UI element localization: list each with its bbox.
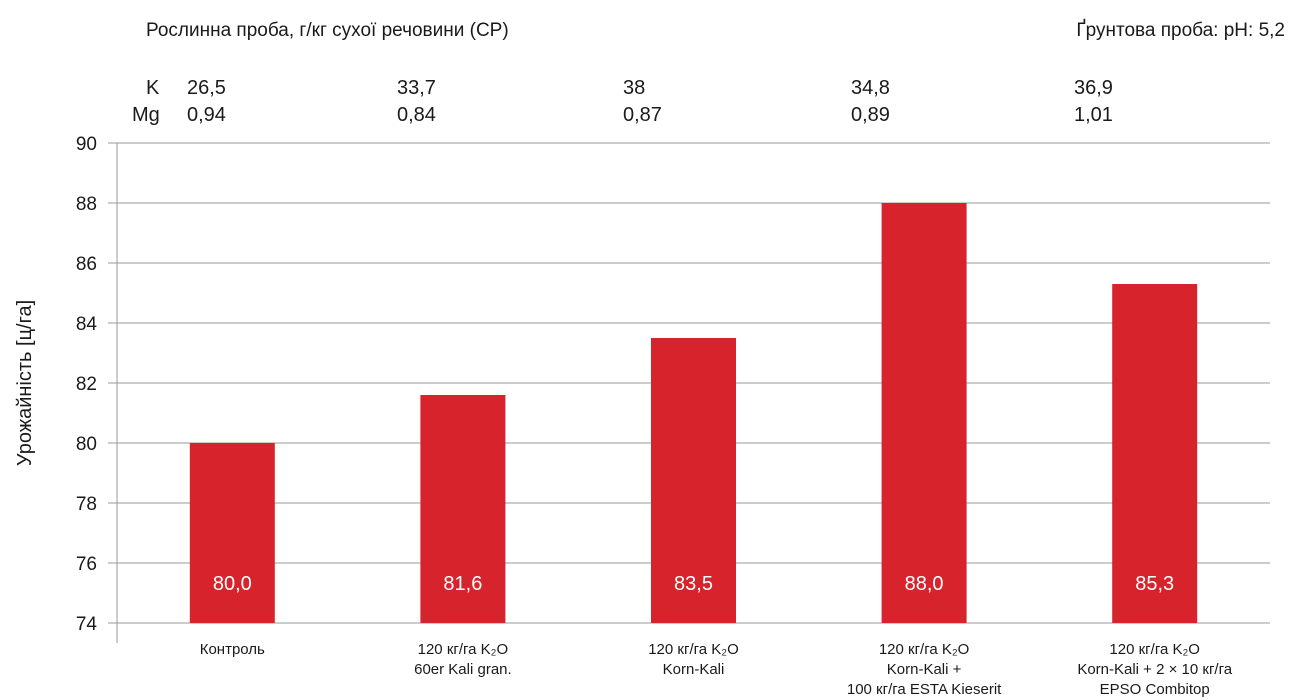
y-axis-label: Урожайність [ц/га] [14, 300, 36, 466]
category-label: 120 кг/га K₂O [1109, 641, 1200, 658]
y-tick-label: 84 [76, 314, 98, 335]
soil-sample-title: Ґрунтова проба: pH: 5,2 [1076, 19, 1285, 41]
bar [881, 203, 967, 623]
mg-value: 0,89 [851, 104, 890, 126]
k-value: 26,5 [187, 77, 226, 99]
y-tick-label: 78 [76, 494, 97, 515]
data-label: 83,5 [674, 573, 713, 595]
category-label: 60er Kali gran. [414, 661, 512, 678]
bar [189, 443, 275, 623]
category-label: EPSO Combitop [1100, 681, 1210, 698]
category-label: 120 кг/га K₂O [879, 641, 970, 658]
data-label: 80,0 [213, 573, 252, 595]
k-value: 33,7 [397, 77, 436, 99]
category-label: Контроль [200, 641, 265, 658]
y-tick-label: 80 [76, 434, 97, 455]
bar [1112, 284, 1198, 623]
k-value: 36,9 [1074, 77, 1113, 99]
data-label: 88,0 [905, 573, 944, 595]
mg-value: 0,87 [623, 104, 662, 126]
category-label: 120 кг/га K₂O [648, 641, 739, 658]
bars [189, 203, 1198, 623]
y-tick-label: 86 [76, 254, 97, 275]
nutrient-table: 26,5 33,7 38 34,8 36,9 0,94 0,84 0,87 0,89 1,01 [187, 77, 1113, 126]
data-label: 81,6 [443, 573, 482, 595]
bar [651, 338, 736, 623]
y-tick-label: 76 [76, 554, 97, 575]
mg-value: 0,84 [397, 104, 436, 126]
mg-row-label: Mg [132, 104, 160, 126]
y-tick-label: 88 [76, 194, 97, 215]
mg-value: 1,01 [1074, 104, 1113, 126]
category-label: Korn-Kali [663, 661, 725, 678]
k-row-label: K [146, 77, 160, 99]
category-label: 120 кг/га K₂O [418, 641, 509, 658]
data-labels: 80,0 81,6 83,5 88,0 85,3 [213, 573, 1174, 595]
plant-sample-title: Рослинна проба, г/кг сухої речовини (СР) [146, 20, 509, 41]
k-value: 38 [623, 77, 645, 99]
category-labels: Контроль 120 кг/га K₂O 60er Kali gran. 120 … [200, 641, 1233, 698]
bar [420, 395, 506, 623]
mg-value: 0,94 [187, 104, 226, 126]
category-label: Korn-Kali + [887, 661, 962, 678]
data-label: 85,3 [1135, 573, 1174, 595]
y-tick-label: 82 [76, 374, 97, 395]
category-label: 100 кг/га ESTA Kieserit [847, 681, 1002, 698]
y-tick-label: 90 [76, 134, 97, 155]
category-label: Korn-Kali + 2 × 10 кг/га [1077, 661, 1232, 678]
k-value: 34,8 [851, 77, 890, 99]
y-tick-label: 74 [76, 614, 98, 635]
y-axis-ticks: 74 76 78 80 82 84 86 88 90 [76, 134, 117, 635]
